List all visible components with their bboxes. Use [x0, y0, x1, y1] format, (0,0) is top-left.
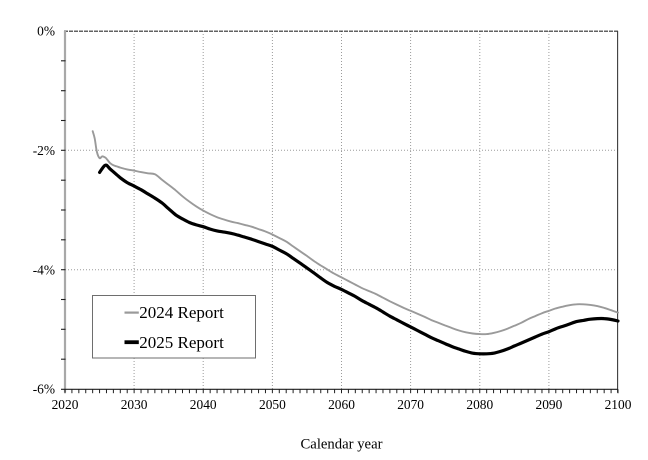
- svg-text:2100: 2100: [605, 397, 632, 412]
- svg-text:0%: 0%: [37, 24, 55, 39]
- svg-text:2020: 2020: [52, 397, 79, 412]
- svg-text:2090: 2090: [536, 397, 563, 412]
- svg-text:2030: 2030: [121, 397, 148, 412]
- svg-text:2070: 2070: [397, 397, 424, 412]
- svg-text:2040: 2040: [190, 397, 217, 412]
- svg-text:-2%: -2%: [33, 143, 55, 158]
- svg-text:2080: 2080: [466, 397, 493, 412]
- svg-text:2050: 2050: [259, 397, 286, 412]
- svg-text:2060: 2060: [328, 397, 355, 412]
- svg-text:Calendar year: Calendar year: [301, 436, 383, 452]
- svg-text:-6%: -6%: [33, 382, 55, 397]
- svg-text:2024 Report: 2024 Report: [139, 303, 224, 322]
- svg-text:2025 Report: 2025 Report: [139, 333, 224, 352]
- svg-text:-4%: -4%: [33, 262, 55, 277]
